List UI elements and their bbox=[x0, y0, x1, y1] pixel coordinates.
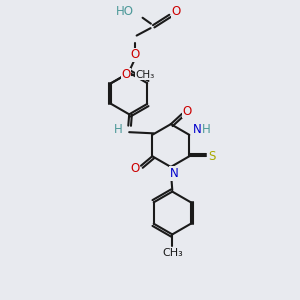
Text: O: O bbox=[122, 68, 131, 81]
Text: H: H bbox=[202, 123, 211, 136]
Text: CH₃: CH₃ bbox=[136, 70, 155, 80]
Text: N: N bbox=[193, 123, 202, 136]
Text: H: H bbox=[114, 123, 123, 136]
Text: N: N bbox=[169, 167, 178, 180]
Text: HO: HO bbox=[116, 5, 134, 18]
Text: O: O bbox=[130, 48, 140, 62]
Text: O: O bbox=[130, 162, 140, 175]
Text: CH₃: CH₃ bbox=[162, 248, 183, 258]
Text: O: O bbox=[183, 105, 192, 118]
Text: S: S bbox=[208, 150, 215, 163]
Text: O: O bbox=[171, 5, 181, 18]
